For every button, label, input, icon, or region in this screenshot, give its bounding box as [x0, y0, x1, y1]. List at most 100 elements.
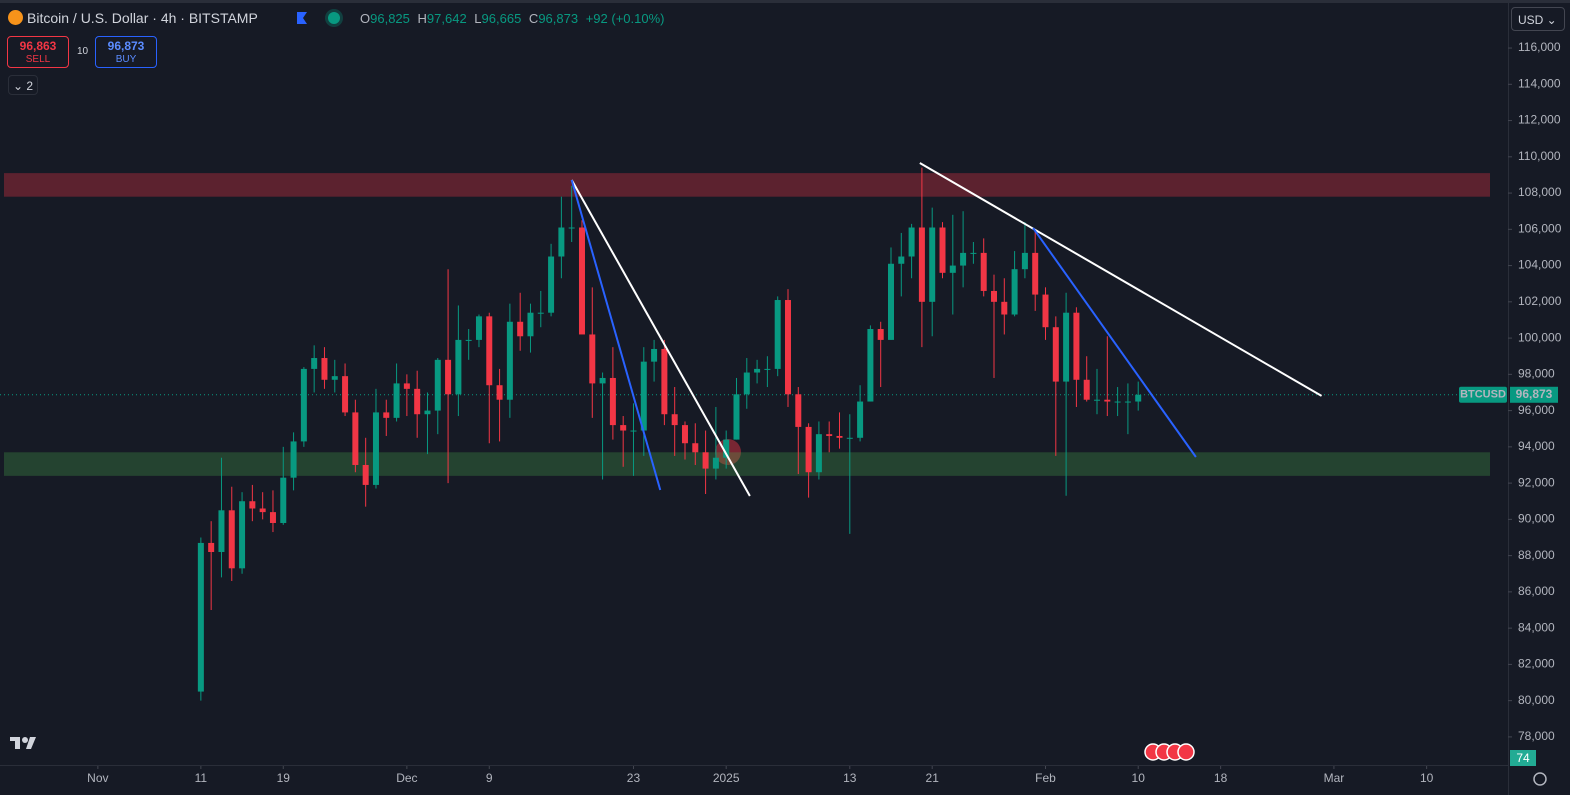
- candle-body: [228, 510, 235, 569]
- x-tick-label: 10: [1420, 771, 1434, 785]
- x-tick-label: 13: [843, 771, 857, 785]
- y-tick-label: 104,000: [1518, 258, 1562, 272]
- candle-body: [1021, 252, 1028, 270]
- candle-body: [506, 321, 513, 400]
- candle-body: [733, 394, 740, 440]
- price-label-box: [1510, 386, 1558, 403]
- candle-body: [651, 348, 658, 362]
- ohlc-value: 96,665: [481, 11, 522, 26]
- y-tick-label: 98,000: [1518, 367, 1555, 381]
- x-tick-label: Mar: [1324, 771, 1345, 785]
- currency-select[interactable]: USD ⌄: [1511, 7, 1565, 31]
- y-tick-label: 96,000: [1518, 403, 1555, 417]
- y-tick-label: 110,000: [1518, 149, 1561, 163]
- candle-body: [578, 227, 585, 335]
- candle-body: [239, 501, 246, 569]
- candle-body: [836, 435, 843, 438]
- currency: USD: [1518, 13, 1544, 27]
- y-tick-label: 84,000: [1518, 620, 1555, 634]
- candle-body: [712, 457, 719, 469]
- symbol-icon: [8, 10, 23, 25]
- y-tick-label: 80,000: [1518, 693, 1555, 707]
- symbol-header[interactable]: Bitcoin / U.S. Dollar · 4h · BITSTAMP: [8, 10, 258, 26]
- candle-body: [393, 383, 400, 418]
- candle-body: [486, 316, 493, 386]
- candle-body: [290, 441, 297, 478]
- x-tick-label: 11: [195, 771, 208, 785]
- candle-body: [372, 412, 379, 485]
- candle-body: [218, 510, 225, 552]
- candle-body: [280, 477, 287, 523]
- candle-body: [877, 329, 884, 340]
- candle-body: [1104, 399, 1111, 402]
- candle-body: [1083, 379, 1090, 400]
- candle-body: [723, 439, 730, 458]
- event-icons[interactable]: [1144, 743, 1195, 761]
- y-tick-label: 108,000: [1518, 185, 1562, 199]
- candle-body: [1011, 269, 1018, 315]
- ohlc-legend: O96,825 H97,642 L96,665 C96,873 +92 (+0.…: [360, 11, 668, 26]
- candle-body: [908, 227, 915, 257]
- y-tick-label: 94,000: [1518, 439, 1555, 453]
- candle-body: [537, 312, 544, 314]
- candle-body: [208, 542, 215, 552]
- y-tick-label: 90,000: [1518, 512, 1555, 526]
- y-tick-label: 92,000: [1518, 475, 1555, 489]
- y-tick-label: 112,000: [1518, 113, 1561, 127]
- x-tick-label: 23: [627, 771, 641, 785]
- symbol-title: Bitcoin / U.S. Dollar · 4h · BITSTAMP: [27, 10, 258, 26]
- candle-body: [846, 437, 853, 439]
- candle-body: [671, 414, 678, 426]
- indicators-toggle[interactable]: ⌄ 2: [8, 75, 38, 95]
- candle-body: [434, 359, 441, 411]
- candle-body: [1135, 394, 1142, 402]
- y-tick-label: 100,000: [1518, 330, 1562, 344]
- market-status[interactable]: [328, 12, 340, 24]
- candle-body: [939, 227, 946, 273]
- ohlc-key: C: [528, 11, 539, 26]
- candle-body: [784, 300, 791, 395]
- y-tick-label: 102,000: [1518, 294, 1562, 308]
- volume-label: 74: [1510, 750, 1536, 766]
- candle-body: [383, 412, 390, 418]
- candle-body: [1094, 399, 1101, 401]
- ohlc-value: 96,873: [538, 11, 579, 26]
- candle-body: [1001, 301, 1008, 315]
- candle-body: [197, 542, 204, 692]
- candles: [197, 167, 1142, 701]
- price-label: 96,873: [1516, 387, 1553, 401]
- candle-body: [527, 312, 534, 337]
- buy-button[interactable]: 96,873 BUY: [95, 36, 157, 68]
- y-tick-label: 86,000: [1518, 584, 1555, 598]
- candle-body: [342, 376, 349, 413]
- candle-body: [702, 452, 709, 469]
- candle-body: [1073, 312, 1080, 380]
- candle-body: [681, 425, 688, 444]
- candle-body: [918, 227, 925, 302]
- candle-body: [774, 300, 781, 369]
- y-tick-label: 88,000: [1518, 548, 1555, 562]
- candle-body: [1052, 327, 1059, 382]
- candle-body: [661, 348, 668, 415]
- candle-body: [609, 377, 616, 426]
- x-tick-label: 10: [1132, 771, 1146, 785]
- candle-body: [929, 227, 936, 302]
- sell-price: 96,863: [19, 39, 57, 53]
- candle-body: [259, 508, 266, 513]
- ohlc-value: 97,642: [426, 11, 467, 26]
- candle-body: [599, 377, 606, 384]
- candle-body: [424, 410, 431, 415]
- candle-body: [269, 512, 276, 523]
- candle-body: [568, 227, 575, 229]
- candle-body: [980, 252, 987, 291]
- sell-button[interactable]: 96,863 SELL: [7, 36, 69, 68]
- ohlc-key: L: [474, 11, 482, 26]
- x-tick-label: 19: [277, 771, 291, 785]
- candle-body: [1042, 294, 1049, 328]
- flag-icon[interactable]: [297, 12, 307, 24]
- x-tick-label: Dec: [396, 771, 417, 785]
- settings-icon[interactable]: [1533, 772, 1547, 786]
- candle-body: [867, 329, 874, 402]
